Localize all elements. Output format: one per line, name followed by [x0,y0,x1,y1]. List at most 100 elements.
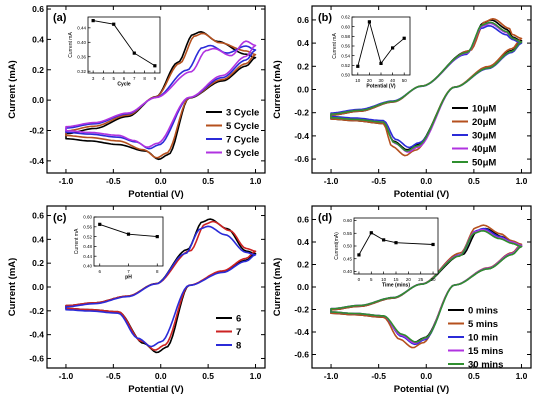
inset-chart: 0 5 10 15 20 25 30 0.40 0.45 0.50 0.55 0.60 Time (mi… [334,217,439,289]
inset-x-label: pH [125,275,132,281]
panel-label: (b) [318,12,332,24]
inset-point [391,46,395,50]
inset-x-tick-label: 7 [133,76,136,81]
y-tick-label: 0.4 [297,237,309,247]
y-tick-label: -0.6 [294,350,309,360]
legend-entry-2: 8 [236,341,241,352]
inset-y-tick-label: 0.36 [77,54,86,59]
inset-y-tick-label: 0.32 [77,69,86,74]
y-tick-label: -0.4 [29,156,44,166]
inset-frame [353,217,439,275]
inset-x-tick-label: 10 [381,277,387,282]
y-tick-label: 0.2 [32,65,44,75]
inset-point [91,19,95,23]
y-tick-label: -0.4 [294,327,309,337]
inset-x-tick-label: 50 [402,78,408,83]
y-tick-label: -0.2 [294,108,309,118]
inset-y-tick-label: 0.40 [343,269,352,274]
y-tick-label: -0.6 [294,154,309,164]
y-tick-label: -0.2 [29,125,44,135]
inset-x-tick-label: 8 [156,269,159,274]
inset-x-tick-label: 3 [92,76,95,81]
inset-point [98,222,102,226]
y-tick-label: -0.4 [29,330,44,340]
x-tick-label: 0.0 [155,371,167,381]
inset-point [367,20,371,24]
inset-point [112,22,116,26]
y-tick-label: 0.4 [32,234,44,244]
x-axis-label: Potential (V) [128,384,183,395]
inset-x-label: Potential (V) [366,84,396,90]
inset-y-tick-label: 0.58 [341,34,350,39]
legend-entry-0: 3 Cycle [226,108,259,119]
x-tick-label: 0.5 [468,371,480,381]
inset-y-tick-label: 0.56 [341,44,350,49]
inset-x-tick-label: 20 [367,78,373,83]
legend-entry-1: 20μM [472,117,496,128]
y-tick-label: 0.6 [297,215,309,225]
panel-0: -1.0 -0.5 0.0 0.5 1.0 -0.4 -0.2 0.0 0.2 0.4 0.6 Pot… [7,4,266,200]
x-tick-label: 1.0 [516,371,528,381]
x-tick-label: -1.0 [324,371,339,381]
inset-point [431,242,435,247]
x-tick-label: 0.0 [155,176,167,186]
inset-y-tick-label: 0.48 [83,244,92,249]
y-tick-label: 0.4 [32,34,44,44]
y-tick-label: 0.0 [297,85,309,95]
inset-chart: 10 20 30 40 50 0.50 0.52 0.54 0.56 0.58 0.60 0.62 Po… [332,15,411,90]
legend-entry-0: 0 mins [468,306,498,317]
inset-y-label: Current(mA) [334,232,340,260]
legend-entry-4: 30 mins [468,360,503,371]
inset-x-tick-label: 20 [406,277,412,282]
x-tick-label: 0.5 [468,176,480,186]
inset-x-tick-label: 6 [123,76,126,81]
legend-entry-1: 5 mins [468,319,498,330]
legend-entry-3: 9 Cycle [226,148,259,159]
x-tick-label: -0.5 [106,371,121,381]
inset-y-tick-label: 0.44 [77,26,86,31]
legend-entry-2: 7 Cycle [226,135,259,146]
y-tick-label: 0.4 [297,38,309,48]
inset-x-tick-label: 25 [418,277,424,282]
inset-y-tick-label: 0.50 [341,73,350,78]
y-tick-label: -0.6 [29,353,44,363]
inset-y-tick-label: 0.60 [341,24,350,29]
inset-x-tick-label: 30 [431,277,437,282]
x-tick-label: -1.0 [59,176,74,186]
inset-x-tick-label: 4 [102,76,105,81]
panel-2: -1.0 -0.5 0.0 0.5 1.0 -0.6 -0.4 -0.2 0.0 0.2 0.4 0.… [7,205,266,395]
inset-x-tick-label: 5 [112,76,115,81]
x-tick-label: 0.5 [202,371,214,381]
series-line-0 [65,31,257,161]
inset-point [356,64,360,68]
y-tick-label: 0.0 [32,282,44,292]
inset-y-tick-label: 0.54 [341,53,350,58]
x-axis-label: Potential (V) [128,189,183,200]
legend-entry-0: 6 [236,314,241,325]
inset-point [379,61,383,65]
inset-y-label: Current mA [332,33,338,59]
x-axis-label: Potential (V) [394,189,449,200]
inset-line [93,20,156,67]
series-line-4 [330,21,523,152]
x-tick-label: -0.5 [106,176,121,186]
legend-entry-3: 15 mins [468,346,503,357]
x-tick-label: 1.0 [250,371,262,381]
inset-point [126,232,131,236]
inset-x-tick-label: 5 [370,277,373,282]
inset-point [153,64,157,68]
inset-y-tick-label: 0.60 [83,215,92,220]
legend-entry-0: 10μM [472,104,496,115]
panel-1: -1.0 -0.5 0.0 0.5 1.0 -0.6 -0.4 -0.2 0.0 0.2 0.4 0.… [272,5,532,200]
x-tick-label: 0.0 [420,176,432,186]
inset-y-tick-label: 0.60 [343,218,352,223]
panel-label: (d) [318,212,332,224]
inset-point [369,231,373,235]
inset-x-label: Cycle [117,82,131,88]
inset-y-tick-label: 0.44 [83,254,92,259]
legend-entry-1: 7 [236,327,241,338]
inset-chart: 3 4 5 6 7 8 9 0.32 0.36 0.40 0.44 Cycle Current mA [68,16,161,88]
legend-entry-4: 50μM [472,158,496,169]
plot-frame [46,5,266,174]
y-tick-label: 0.6 [32,211,44,221]
